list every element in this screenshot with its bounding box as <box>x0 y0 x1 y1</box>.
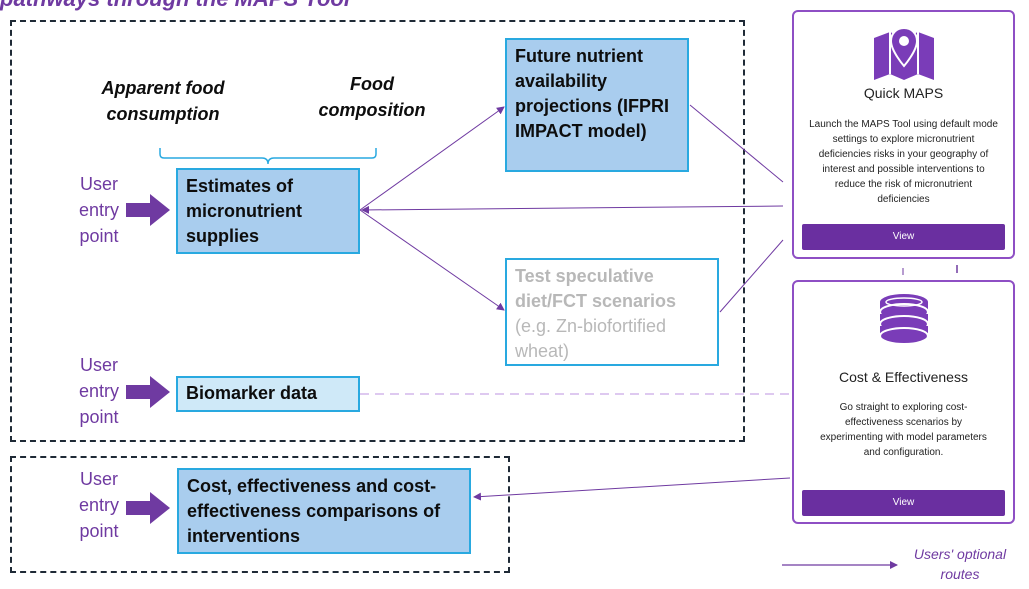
speculative-scenarios-box: Test speculative diet/FCT scenarios (e.g… <box>505 258 719 366</box>
apparent-food-consumption-label: Apparent food consumption <box>101 78 225 124</box>
user-entry-point-1: User entry point <box>78 174 120 246</box>
page-heading: pathways through the MAPS Tool <box>0 0 350 12</box>
route-speculative-quickmaps <box>719 239 784 313</box>
legend-label: Users' optional routes <box>913 546 1007 582</box>
route-to-future <box>359 106 505 211</box>
route-quickmaps-estimates <box>361 205 784 214</box>
cost-effectiveness-description: Go straight to exploring cost-effectiven… <box>820 402 987 458</box>
cost-effectiveness-title: Cost & Effectiveness <box>839 369 968 385</box>
quick-maps-view-button[interactable]: View <box>802 224 1005 250</box>
user-entry-point-2: User entry point <box>78 355 120 427</box>
estimates-box: Estimates of micronutrient supplies <box>176 168 360 254</box>
quick-maps-card[interactable]: Quick MAPS Launch the MAPS Tool using de… <box>792 10 1015 259</box>
cost-pathway-frame <box>10 456 510 573</box>
main-pathway-frame <box>10 20 745 442</box>
input-bracket <box>159 148 377 165</box>
map-pin-icon <box>874 26 934 80</box>
entry-arrow-icon <box>126 376 170 408</box>
entry-arrow-icon <box>126 194 170 226</box>
route-cost-card <box>473 477 791 501</box>
cost-effectiveness-card[interactable]: Cost & Effectiveness Go straight to expl… <box>792 280 1015 524</box>
route-future-quickmaps <box>689 104 784 183</box>
coins-stack-icon <box>879 294 929 345</box>
entry-arrow-icon <box>126 492 170 524</box>
cost-effectiveness-view-button[interactable]: View <box>802 490 1005 516</box>
cost-effectiveness-box: Cost, effectiveness and cost-effectivene… <box>177 468 471 554</box>
food-composition-label: Food composition <box>318 74 426 120</box>
quick-maps-title: Quick MAPS <box>863 85 944 101</box>
future-projections-box: Future nutrient availability projections… <box>505 38 689 172</box>
quick-maps-description: Launch the MAPS Tool using default mode … <box>809 119 998 205</box>
route-to-speculative <box>359 209 505 311</box>
biomarker-box: Biomarker data <box>176 376 360 412</box>
user-entry-point-3: User entry point <box>78 469 120 541</box>
